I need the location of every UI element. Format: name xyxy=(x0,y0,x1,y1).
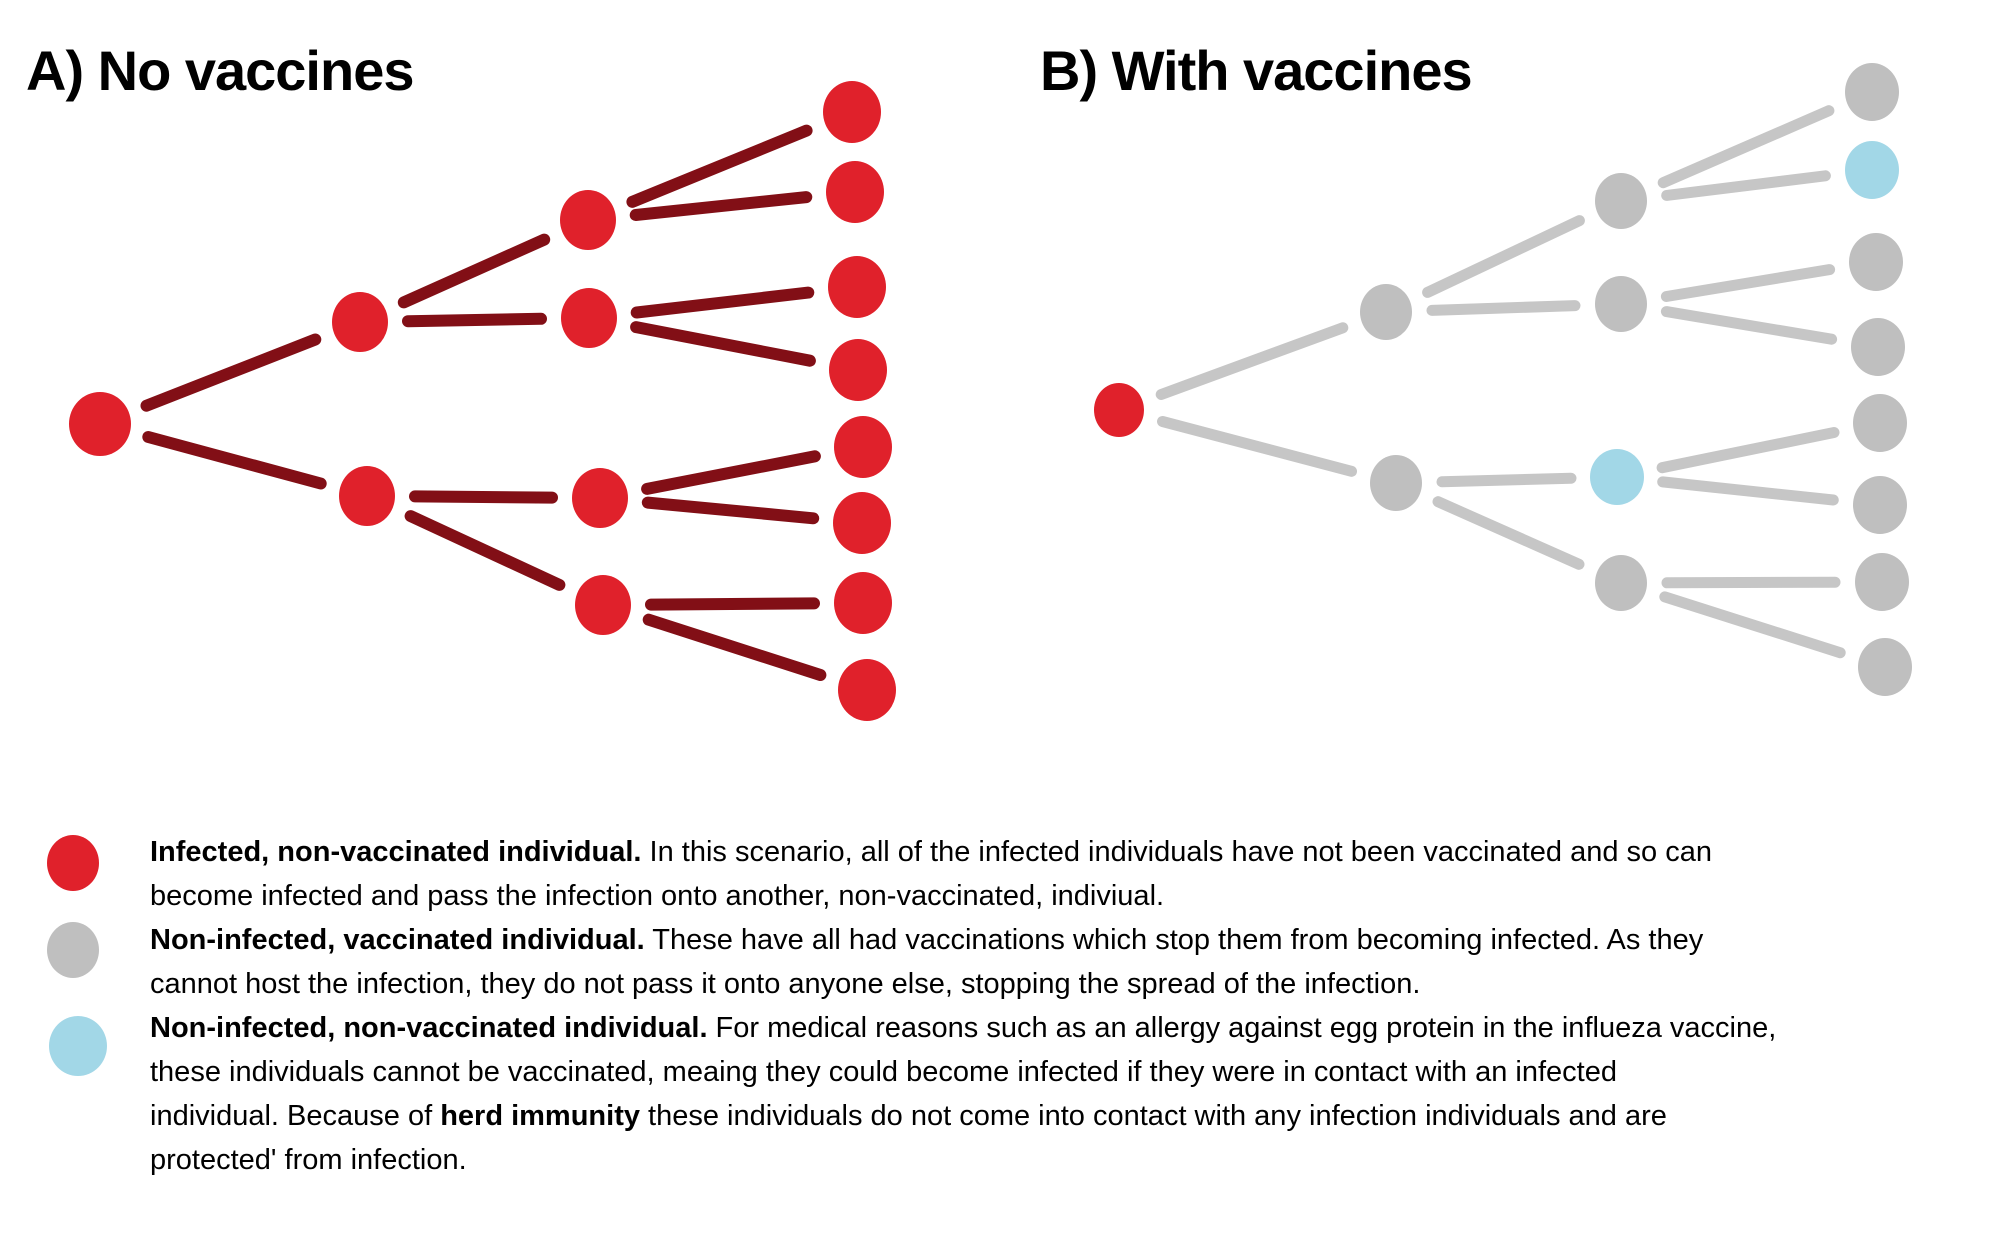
transmission-edge-b2-b6 xyxy=(1432,496,1585,570)
legend-entry-non-vaccinated-segment-1: For medical reasons such as an allergy a… xyxy=(150,1012,1777,1132)
legend-text: Infected, non-vaccinated individual. In … xyxy=(150,830,1994,1182)
transmission-edge-a6-a14 xyxy=(642,613,827,681)
transmission-edge-b1-b4 xyxy=(1426,300,1581,316)
person-node-a11-infected xyxy=(834,416,892,478)
person-node-b6-vaccinated xyxy=(1595,555,1647,611)
person-node-b8-unvaccinated xyxy=(1845,141,1899,199)
person-node-b10-vaccinated xyxy=(1851,318,1905,376)
transmission-edge-a1-a4 xyxy=(402,312,547,328)
transmission-edge-a3-a8 xyxy=(629,191,813,221)
person-node-b13-vaccinated xyxy=(1855,553,1909,611)
transmission-edge-b5-b12 xyxy=(1657,476,1839,506)
transmission-edge-b6-b13 xyxy=(1661,576,1841,589)
legend-entry-infected: Infected, non-vaccinated individual. In … xyxy=(150,830,1994,918)
transmission-edge-a6-a13 xyxy=(645,597,820,611)
person-node-a9-infected xyxy=(828,256,886,318)
transmission-edge-b5-b11 xyxy=(1656,427,1840,474)
person-node-b3-vaccinated xyxy=(1595,173,1647,229)
legend-swatch-infected xyxy=(47,835,99,891)
person-node-b5-unvaccinated xyxy=(1590,449,1644,505)
transmission-edge-a0-a2 xyxy=(142,431,327,490)
transmission-edge-a3-a7 xyxy=(626,124,813,208)
person-node-b11-vaccinated xyxy=(1853,394,1907,452)
person-node-b1-vaccinated xyxy=(1360,284,1412,340)
person-node-a7-infected xyxy=(823,81,881,143)
transmission-edge-b1-b3 xyxy=(1422,215,1585,298)
transmission-edge-a5-a12 xyxy=(641,496,820,525)
person-node-a0-infected xyxy=(69,392,131,456)
person-node-a6-infected xyxy=(575,575,631,635)
person-node-a12-infected xyxy=(833,492,891,554)
transmission-edge-b4-b9 xyxy=(1660,264,1836,302)
transmission-edge-b0-b1 xyxy=(1155,322,1349,400)
transmission-edge-a4-a9 xyxy=(630,286,815,319)
transmission-edge-b0-b2 xyxy=(1157,416,1357,477)
legend-entry-vaccinated-segment-1: These have all had vaccinations which st… xyxy=(150,924,1704,1000)
transmission-edge-b4-b10 xyxy=(1660,306,1838,345)
legend-swatch-non-vaccinated xyxy=(49,1016,107,1076)
transmission-edge-a0-a1 xyxy=(140,333,322,412)
person-node-b7-vaccinated xyxy=(1845,63,1899,121)
panel-b-title: B) With vaccines xyxy=(1040,39,1473,102)
person-node-a1-infected xyxy=(332,292,388,352)
transmission-edge-a4-a10 xyxy=(630,321,816,367)
person-node-a13-infected xyxy=(834,572,892,634)
transmission-edge-b3-b7 xyxy=(1657,105,1835,189)
person-node-a10-infected xyxy=(829,339,887,401)
person-node-b9-vaccinated xyxy=(1849,233,1903,291)
person-node-b0-infected xyxy=(1094,383,1144,437)
transmission-edge-a2-a5 xyxy=(409,490,558,504)
transmission-edge-b3-b8 xyxy=(1661,170,1831,201)
legend-entry-infected-segment-0: Infected, non-vaccinated individual. xyxy=(150,836,642,868)
tree-panel-b xyxy=(1094,63,1912,696)
legend-entry-vaccinated-segment-0: Non-infected, vaccinated individual. xyxy=(150,924,645,956)
person-node-a3-infected xyxy=(560,190,616,250)
transmission-edge-b6-b14 xyxy=(1659,591,1846,659)
transmission-edge-a2-a6 xyxy=(404,510,566,591)
person-node-a2-infected xyxy=(339,466,395,526)
legend-entry-infected-segment-1: In this scenario, all of the infected in… xyxy=(150,836,1712,912)
person-node-a14-infected xyxy=(838,659,896,721)
legend-entry-non-vaccinated: Non-infected, non-vaccinated individual.… xyxy=(150,1006,1994,1182)
legend-entry-vaccinated: Non-infected, vaccinated individual. The… xyxy=(150,918,1994,1006)
legend-entry-non-vaccinated-segment-3: these individuals do not come into conta… xyxy=(150,1100,1667,1176)
person-node-b14-vaccinated xyxy=(1858,638,1912,696)
person-node-a4-infected xyxy=(561,288,617,348)
legend-swatch-vaccinated xyxy=(47,922,99,978)
tree-panel-a xyxy=(69,81,896,721)
person-node-b2-vaccinated xyxy=(1370,455,1422,511)
legend-entry-non-vaccinated-segment-0: Non-infected, non-vaccinated individual. xyxy=(150,1012,708,1044)
panel-a-title: A) No vaccines xyxy=(26,39,414,102)
legend-entry-non-vaccinated-segment-2: herd immunity xyxy=(440,1100,640,1132)
person-node-a8-infected xyxy=(826,161,884,223)
person-node-b4-vaccinated xyxy=(1595,276,1647,332)
person-node-a5-infected xyxy=(572,468,628,528)
transmission-edge-a1-a3 xyxy=(397,233,551,309)
person-node-b12-vaccinated xyxy=(1853,476,1907,534)
transmission-edge-b2-b5 xyxy=(1436,472,1577,488)
transmission-edge-a5-a11 xyxy=(641,450,821,495)
